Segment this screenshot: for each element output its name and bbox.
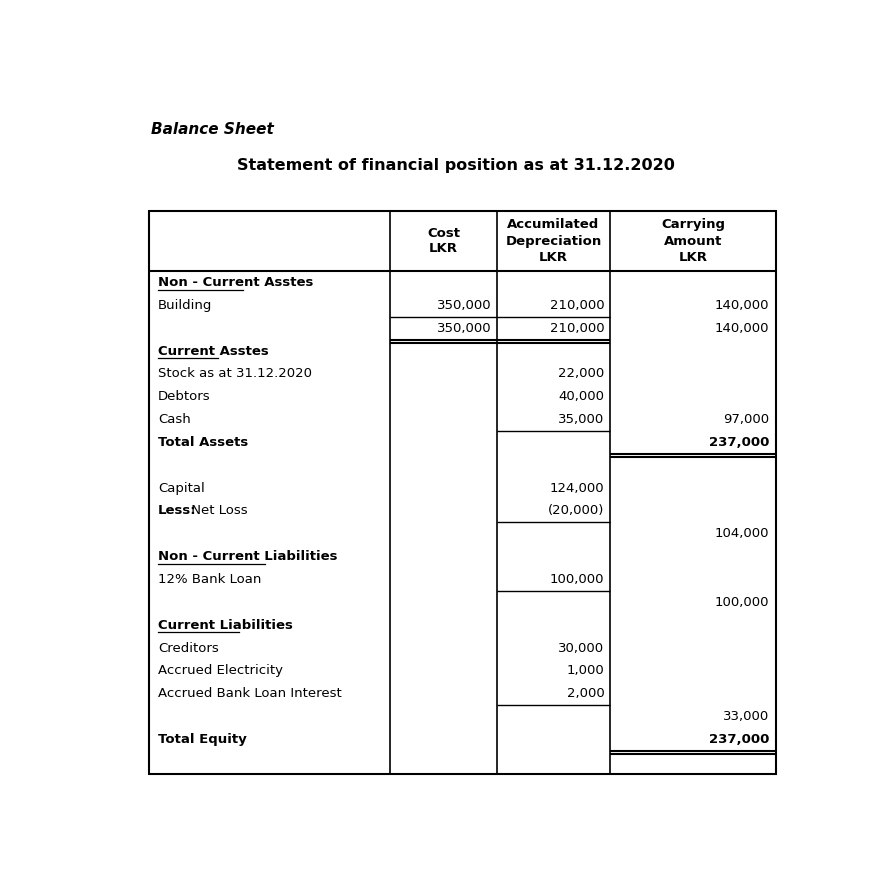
Text: 1,000: 1,000 [566, 664, 605, 677]
Text: Carrying
Amount
LKR: Carrying Amount LKR [661, 218, 725, 264]
Text: 237,000: 237,000 [709, 436, 769, 449]
Text: 100,000: 100,000 [549, 573, 605, 586]
Text: Debtors: Debtors [158, 390, 211, 404]
Text: 210,000: 210,000 [549, 321, 605, 335]
Text: Non - Current Liabilities: Non - Current Liabilities [158, 550, 338, 563]
Text: 40,000: 40,000 [558, 390, 605, 404]
Text: Statement of financial position as at 31.12.2020: Statement of financial position as at 31… [236, 158, 675, 173]
Text: Accrued Electricity: Accrued Electricity [158, 664, 283, 677]
Text: Accumilated
Depreciation
LKR: Accumilated Depreciation LKR [505, 218, 602, 264]
Text: 140,000: 140,000 [715, 321, 769, 335]
Bar [149, 211, 776, 774]
Text: 140,000: 140,000 [715, 299, 769, 312]
Text: 124,000: 124,000 [549, 481, 605, 494]
Text: (20,000): (20,000) [548, 504, 605, 517]
Text: Net Loss: Net Loss [187, 504, 247, 517]
Text: Cash: Cash [158, 413, 191, 426]
Text: Stock as at 31.12.2020: Stock as at 31.12.2020 [158, 367, 312, 381]
Text: Total Assets: Total Assets [158, 436, 248, 449]
Text: Cost
LKR: Cost LKR [428, 227, 461, 255]
Text: 2,000: 2,000 [566, 687, 605, 700]
Text: 237,000: 237,000 [709, 733, 769, 746]
Text: Current Liabilities: Current Liabilities [158, 619, 292, 631]
Text: 35,000: 35,000 [558, 413, 605, 426]
Text: Capital: Capital [158, 481, 204, 494]
Text: Current Asstes: Current Asstes [158, 344, 268, 358]
Text: Creditors: Creditors [158, 642, 219, 654]
Text: Building: Building [158, 299, 212, 312]
Text: 30,000: 30,000 [558, 642, 605, 654]
Text: 210,000: 210,000 [549, 299, 605, 312]
Text: 350,000: 350,000 [436, 299, 492, 312]
Text: Non - Current Asstes: Non - Current Asstes [158, 276, 313, 289]
Text: 104,000: 104,000 [715, 527, 769, 540]
Text: Accrued Bank Loan Interest: Accrued Bank Loan Interest [158, 687, 341, 700]
Text: 33,000: 33,000 [723, 710, 769, 723]
Text: 100,000: 100,000 [715, 596, 769, 609]
Text: Balance Sheet: Balance Sheet [151, 122, 274, 137]
Text: 350,000: 350,000 [436, 321, 492, 335]
Text: 97,000: 97,000 [723, 413, 769, 426]
Text: 12% Bank Loan: 12% Bank Loan [158, 573, 261, 586]
Text: 22,000: 22,000 [558, 367, 605, 381]
Text: Total Equity: Total Equity [158, 733, 247, 746]
Text: Less:: Less: [158, 504, 196, 517]
